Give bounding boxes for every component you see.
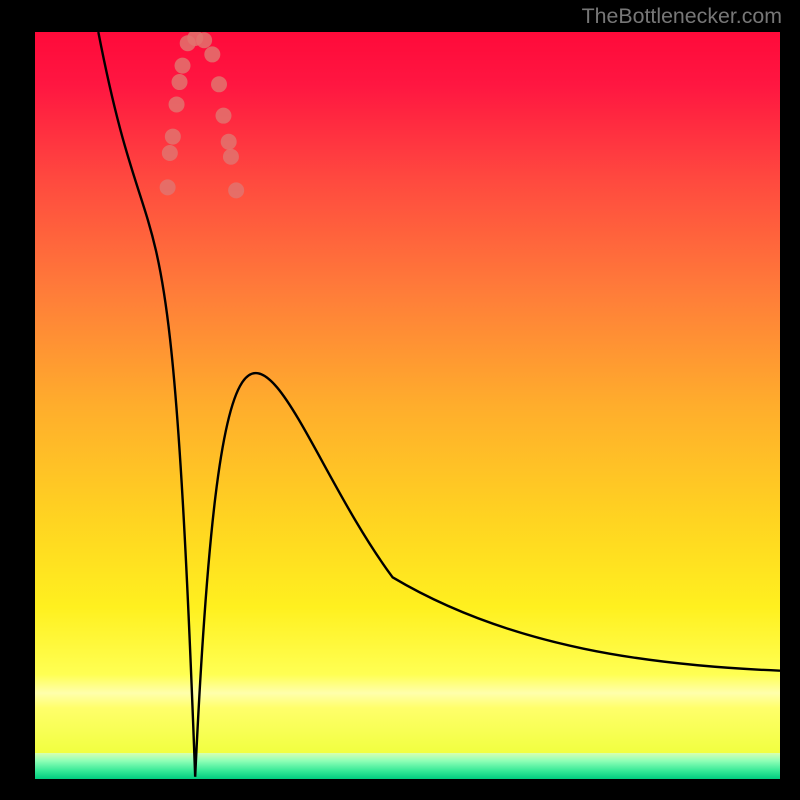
watermark-text: TheBottlenecker.com	[582, 4, 782, 29]
bottleneck-curve	[98, 32, 780, 777]
data-marker	[215, 108, 231, 124]
data-marker	[196, 32, 212, 48]
stage: TheBottlenecker.com	[0, 0, 800, 800]
data-marker	[228, 182, 244, 198]
data-marker	[162, 145, 178, 161]
data-marker	[223, 149, 239, 165]
data-marker	[204, 46, 220, 62]
data-marker	[169, 96, 185, 112]
data-marker	[221, 134, 237, 150]
data-marker	[172, 74, 188, 90]
plot-area	[35, 32, 780, 779]
data-marker	[211, 76, 227, 92]
curve-layer	[35, 32, 780, 779]
data-marker	[165, 129, 181, 145]
data-marker	[175, 58, 191, 74]
data-marker	[160, 179, 176, 195]
